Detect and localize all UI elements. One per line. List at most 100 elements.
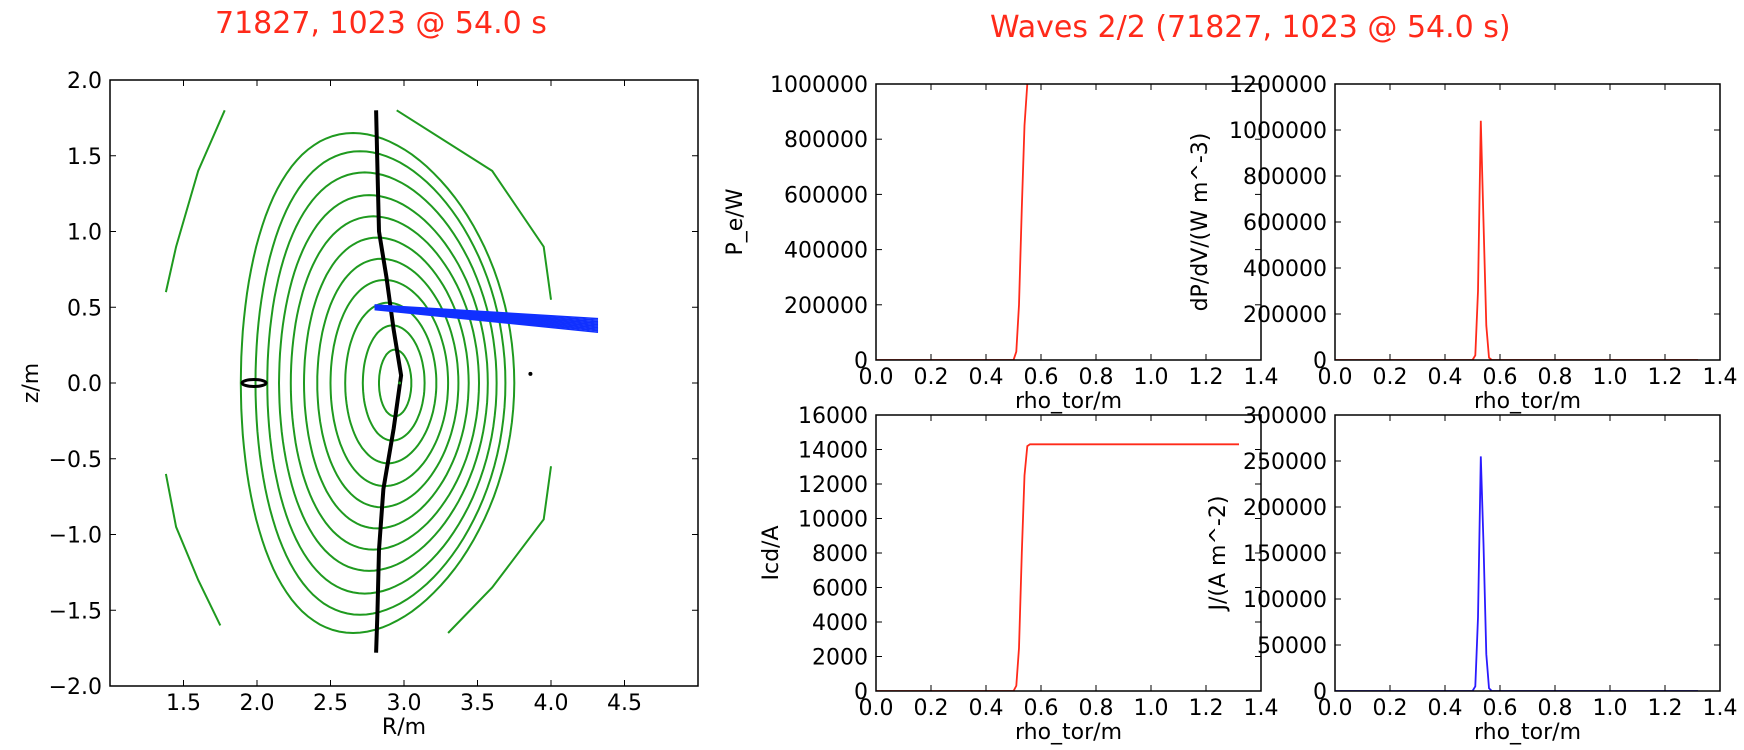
x-tick-label: 0.6 (1024, 365, 1059, 390)
x-tick-label: 0.0 (1318, 696, 1353, 721)
y-tick-label: −1.5 (49, 599, 102, 624)
y-tick-label: 2000 (812, 646, 868, 671)
power_density-series-line (1335, 120, 1698, 360)
x-tick-label: 1.4 (1703, 365, 1738, 390)
left-figure-title: 71827, 1023 @ 54.0 s (215, 6, 547, 41)
y-tick-label: 0.0 (67, 372, 102, 397)
x-tick-label: 3.5 (460, 691, 495, 716)
y-tick-label: 250000 (1243, 450, 1327, 475)
flux-surface (289, 215, 481, 551)
current-frame (875, 414, 1262, 692)
y-tick-label: −1.0 (49, 524, 102, 549)
power-plot-area (876, 84, 1029, 360)
x-point-right-marker (528, 371, 533, 376)
equilibrium-chart: 1.5 2.0 2.5 3.0 3.5 4.0 4.5 2.0 1.5 1.0 0.5 0.0 −0.5… (19, 69, 699, 740)
right-figure-title: Waves 2/2 (71827, 1023 @ 54.0 s) (990, 10, 1511, 45)
current_density-chart: 0.0 0.2 0.4 0.6 0.8 1.0 1.2 1.4 0 50000 100000 1500… (1206, 404, 1738, 745)
flux-surface (254, 150, 507, 616)
y-tick-label: 14000 (798, 439, 868, 464)
equilibrium-ylabel: z/m (19, 363, 44, 403)
flux-surface (329, 278, 450, 488)
flux-surface (361, 324, 426, 442)
open-field-line-left-lower (164, 473, 222, 626)
current_density-plot-area (1335, 456, 1698, 691)
x-tick-label: 1.4 (1703, 696, 1738, 721)
current_density-xlabel: rho_tor/m (1474, 720, 1581, 745)
y-tick-label: −2.0 (49, 675, 102, 700)
y-tick-label: 400000 (1243, 257, 1327, 282)
current-ylabel: Icd/A (759, 525, 784, 580)
equilibrium-plot-area (164, 109, 599, 653)
y-tick-label: −0.5 (49, 448, 102, 473)
x-tick-label: 0.2 (1373, 365, 1408, 390)
magnetic-axis-marker (398, 381, 402, 385)
y-tick-label: 8000 (812, 542, 868, 567)
power_density-plot-area (1335, 120, 1698, 360)
x-tick-label: 1.0 (1134, 696, 1169, 721)
power-frame (875, 83, 1262, 361)
x-tick-label: 0.8 (1079, 696, 1114, 721)
x-tick-label: 0.8 (1079, 365, 1114, 390)
y-tick-label: 400000 (784, 239, 868, 264)
y-tick-label: 1.5 (67, 145, 102, 170)
x-tick-label: 4.0 (534, 691, 569, 716)
current-series-line (876, 443, 1239, 691)
power_density-xlabel: rho_tor/m (1474, 389, 1581, 414)
resonance-line (374, 110, 404, 653)
power-xlabel: rho_tor/m (1015, 389, 1122, 414)
x-tick-label: 1.2 (1189, 696, 1224, 721)
y-tick-label: 0.5 (67, 296, 102, 321)
x-tick-label: 1.0 (1593, 365, 1628, 390)
y-tick-label: 50000 (1257, 634, 1327, 659)
y-tick-label: 1.0 (67, 221, 102, 246)
y-tick-label: 800000 (1243, 165, 1327, 190)
y-tick-label: 200000 (1243, 496, 1327, 521)
y-tick-label: 0 (854, 349, 868, 374)
y-tick-label: 1000000 (1229, 119, 1327, 144)
x-tick-label: 1.5 (166, 691, 201, 716)
current_density-ylabel: J/(A m^-2) (1206, 496, 1231, 613)
y-tick-label: 1200000 (1229, 73, 1327, 98)
y-tick-label: 4000 (812, 611, 868, 636)
y-tick-label: 0 (854, 680, 868, 705)
flux-surface (316, 257, 460, 509)
x-tick-label: 0.4 (1428, 696, 1463, 721)
wave-ray (374, 304, 599, 320)
equilibrium-xlabel: R/m (382, 715, 426, 740)
power_density-chart: 0.0 0.2 0.4 0.6 0.8 1.0 1.2 1.4 0 200000 400000 600… (1188, 73, 1738, 414)
power-series-line (876, 84, 1029, 360)
x-tick-label: 0.2 (914, 696, 949, 721)
x-tick-label: 0.6 (1024, 696, 1059, 721)
x-tick-label: 0.4 (1428, 365, 1463, 390)
x-tick-label: 0.6 (1483, 365, 1518, 390)
x-tick-label: 0.0 (859, 365, 894, 390)
x-tick-label: 1.2 (1648, 365, 1683, 390)
open-field-line-right-upper (396, 109, 552, 300)
y-tick-label: 300000 (1243, 404, 1327, 429)
current-plot-area (876, 443, 1239, 691)
y-tick-label: 200000 (784, 294, 868, 319)
x-tick-label: 0.8 (1538, 696, 1573, 721)
flux-surface (277, 194, 489, 572)
y-tick-label: 800000 (784, 128, 868, 153)
x-point-left-marker (240, 378, 268, 388)
x-tick-label: 0.4 (969, 696, 1004, 721)
power-ylabel: P_e/W (723, 188, 748, 255)
x-tick-label: 2.5 (313, 691, 348, 716)
flux-surface (378, 348, 413, 418)
y-tick-label: 6000 (812, 577, 868, 602)
power-chart: 0.0 0.2 0.4 0.6 0.8 1.0 1.2 1.4 0 200000 400000 600… (723, 73, 1279, 414)
current-xlabel: rho_tor/m (1015, 720, 1122, 745)
x-tick-label: 1.0 (1134, 365, 1169, 390)
x-tick-label: 0.8 (1538, 365, 1573, 390)
open-field-line-left-upper (164, 109, 226, 293)
y-tick-label: 100000 (1243, 588, 1327, 613)
x-tick-label: 0.6 (1483, 696, 1518, 721)
current_density-series-line (1335, 456, 1698, 691)
y-tick-label: 0 (1313, 680, 1327, 705)
x-tick-label: 1.2 (1189, 365, 1224, 390)
x-tick-label: 2.0 (240, 691, 275, 716)
y-tick-label: 200000 (1243, 303, 1327, 328)
open-field-line-right-lower (447, 466, 552, 634)
